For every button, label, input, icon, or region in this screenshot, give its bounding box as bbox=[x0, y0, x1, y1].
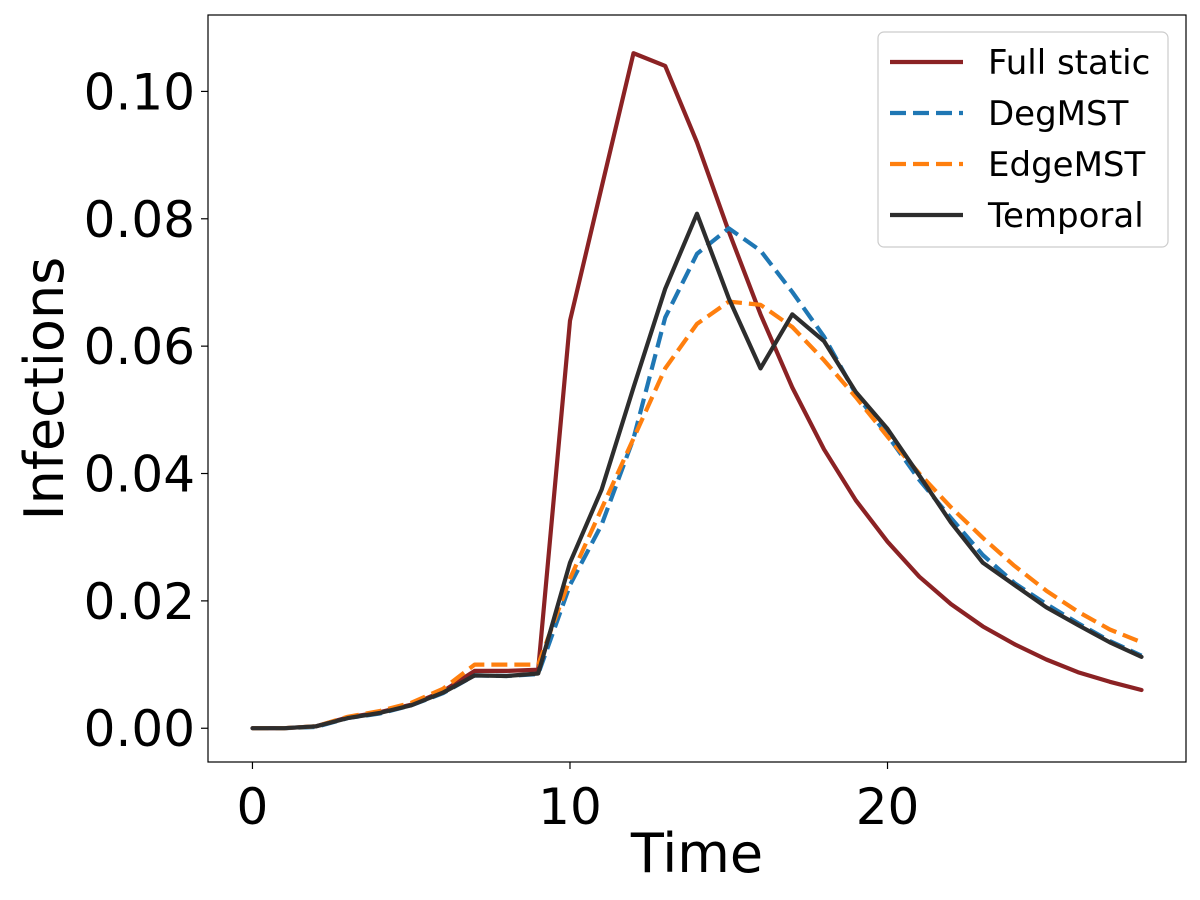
y-tick-label: 0.02 bbox=[84, 573, 195, 631]
y-tick-label: 0.00 bbox=[84, 700, 195, 758]
series-line-temporal bbox=[250, 211, 1144, 731]
y-tick-label: 0.10 bbox=[84, 63, 195, 121]
plot-series-group bbox=[250, 51, 1144, 731]
legend-label: EdgeMST bbox=[988, 145, 1145, 185]
x-axis-title: Time bbox=[630, 822, 763, 885]
series-line-degmst bbox=[252, 226, 1143, 731]
y-tick-label: 0.04 bbox=[84, 446, 195, 504]
legend-box bbox=[877, 31, 1169, 248]
y-axis-title: Infections bbox=[13, 257, 76, 521]
legend-label: DegMST bbox=[988, 94, 1129, 134]
x-tick-label: 0 bbox=[237, 778, 269, 836]
x-tick-label: 10 bbox=[538, 778, 602, 836]
y-tick-label: 0.08 bbox=[84, 191, 195, 249]
x-tick-label: 20 bbox=[856, 778, 920, 836]
plot-frame bbox=[207, 14, 1187, 763]
y-tick-label: 0.06 bbox=[84, 318, 195, 376]
legend: Full static DegMST EdgeMST Temporal bbox=[877, 31, 1169, 248]
axis-ticks: 0 10 20 0.00 0.02 0.04 0.06 0.08 0.10 bbox=[84, 63, 920, 836]
series-line-edgemst bbox=[252, 299, 1143, 731]
legend-label: Temporal bbox=[987, 196, 1144, 236]
legend-label: Full static bbox=[988, 43, 1150, 83]
